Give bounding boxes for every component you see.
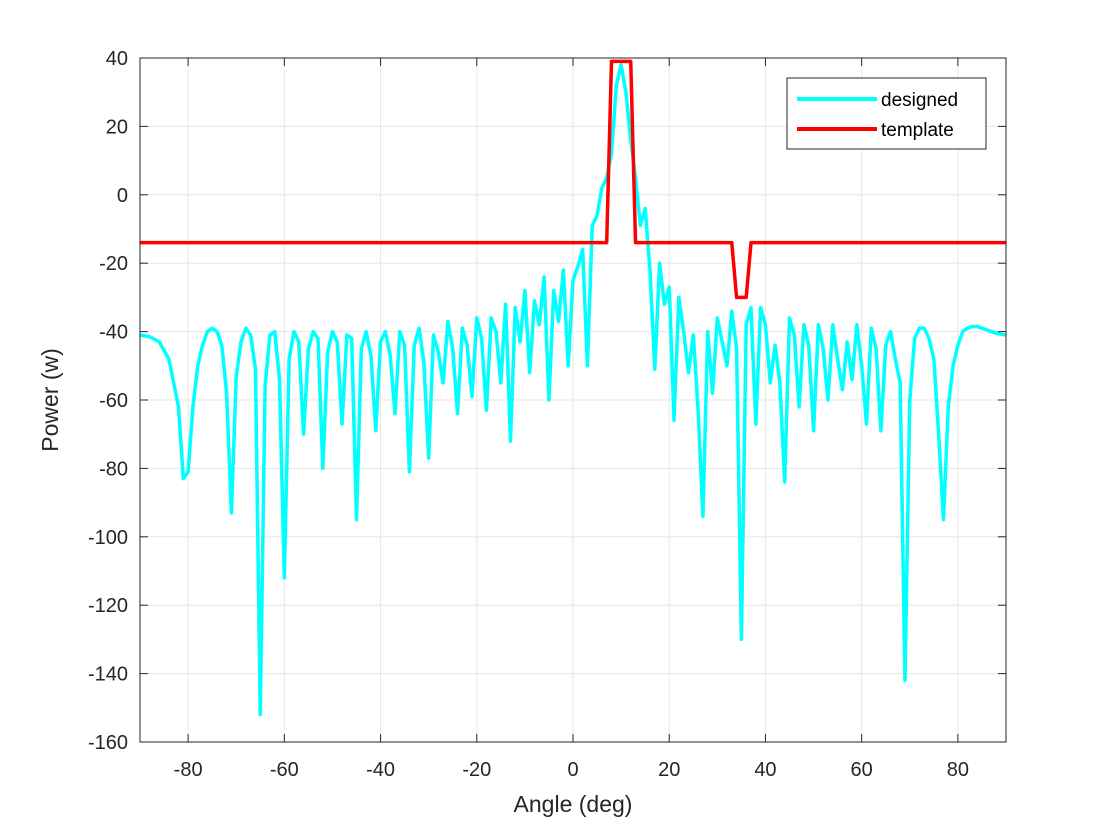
y-tick-label: 0 — [117, 185, 128, 207]
x-tick-label: -20 — [462, 759, 491, 781]
y-axis-ticks: 40 20 0 -20 -40 -60 -80 -100 -120 -140 -160 — [88, 48, 1006, 754]
legend-label-designed: designed — [881, 90, 958, 111]
x-tick-label: -60 — [270, 759, 299, 781]
y-tick-label: 20 — [106, 116, 128, 138]
x-tick-label: 40 — [754, 759, 776, 781]
y-tick-label: 40 — [106, 48, 128, 70]
series-line-designed — [140, 63, 1006, 717]
y-tick-label: -160 — [88, 732, 128, 754]
x-axis-ticks: -80 -60 -40 -20 0 20 40 60 80 — [174, 58, 969, 781]
x-tick-label: 20 — [658, 759, 680, 781]
y-tick-label: -120 — [88, 595, 128, 617]
x-axis-label: Angle (deg) — [514, 791, 633, 817]
x-tick-label: 0 — [567, 759, 578, 781]
y-tick-label: -20 — [99, 253, 128, 275]
x-tick-label: 60 — [851, 759, 873, 781]
x-tick-label: -40 — [366, 759, 395, 781]
series-line-template — [140, 59, 1006, 300]
y-tick-label: -140 — [88, 664, 128, 686]
legend-label-template: template — [881, 120, 954, 141]
legend-box — [786, 77, 987, 150]
y-tick-label: -40 — [99, 322, 128, 344]
y-axis-label: Power (w) — [37, 348, 63, 452]
x-tick-label: -80 — [174, 759, 203, 781]
x-tick-label: 80 — [947, 759, 969, 781]
y-tick-label: -60 — [99, 390, 128, 412]
series-layer — [140, 59, 1006, 717]
y-tick-label: -80 — [99, 458, 128, 480]
legend: designed template — [786, 77, 987, 150]
y-tick-label: -100 — [88, 527, 128, 549]
